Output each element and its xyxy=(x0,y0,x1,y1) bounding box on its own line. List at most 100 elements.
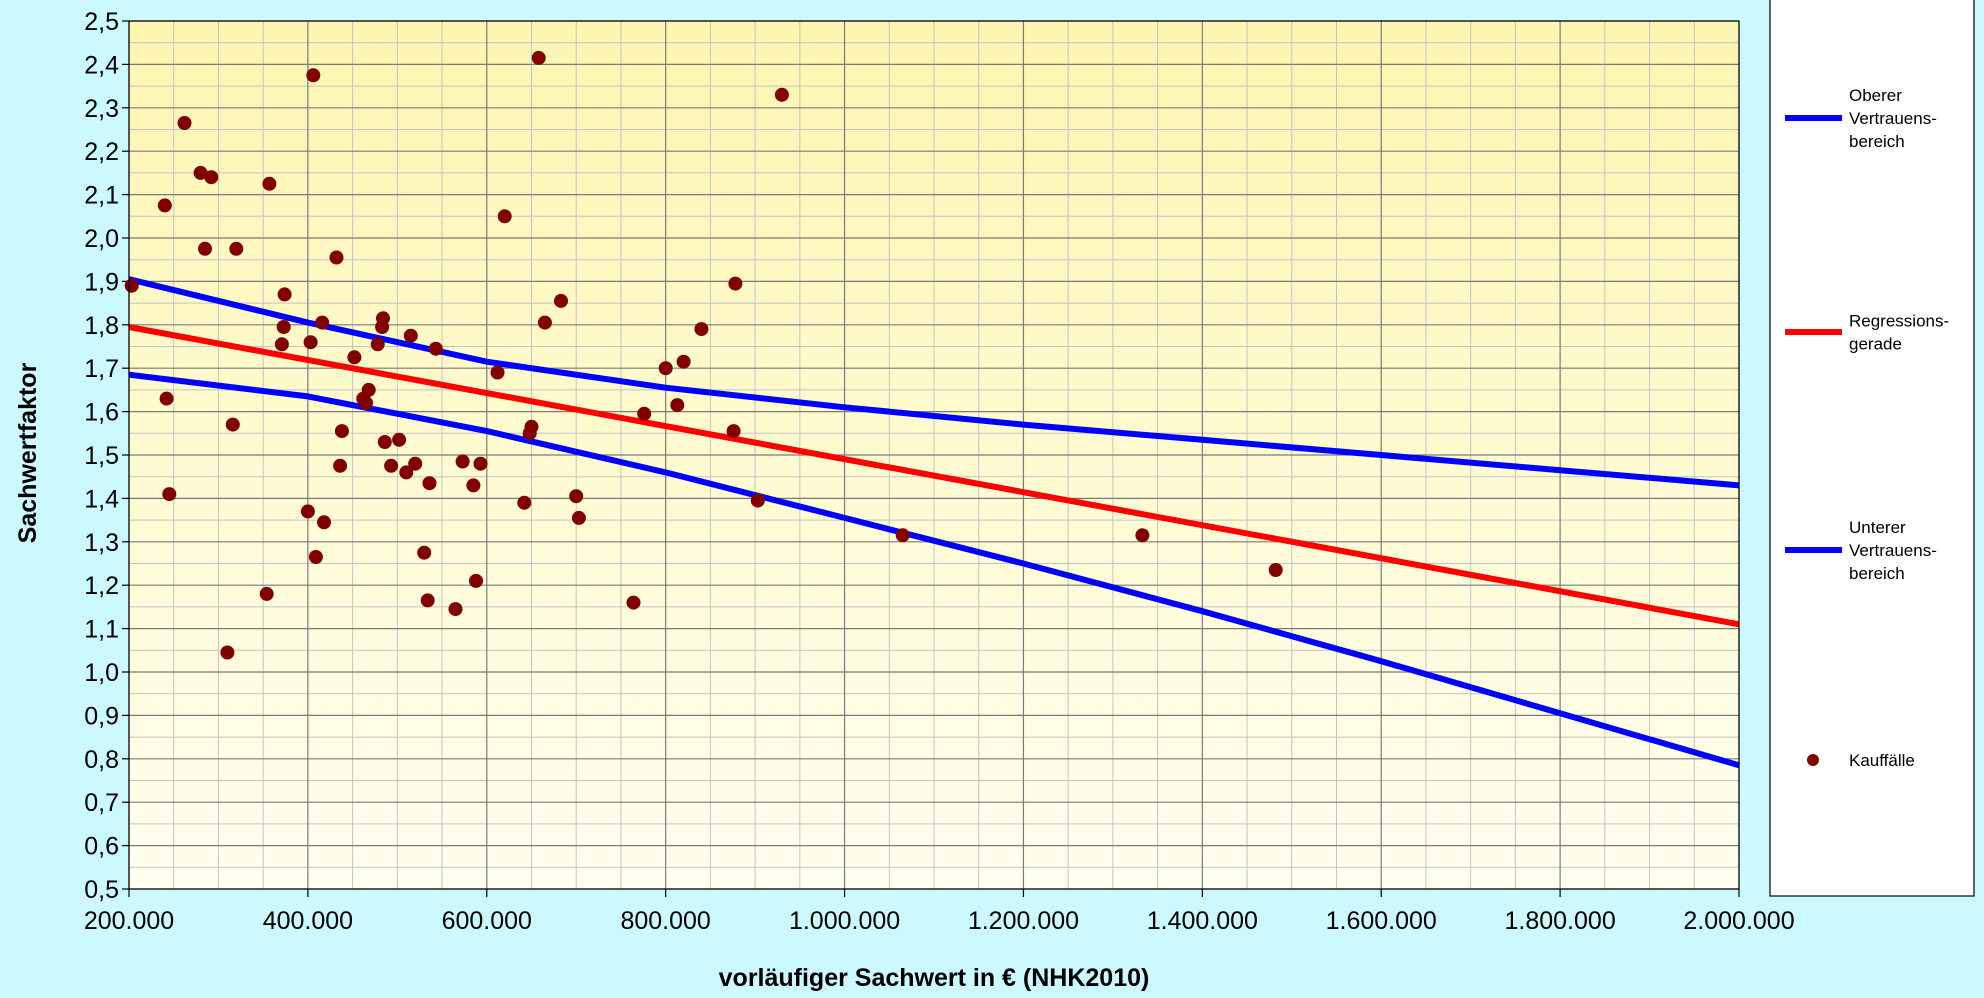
data-point xyxy=(554,293,568,308)
x-tick-label: 600.000 xyxy=(442,907,532,935)
data-point xyxy=(157,198,172,213)
y-tick-label: 0,7 xyxy=(84,789,119,817)
series-line-2 xyxy=(128,371,1740,769)
data-point xyxy=(571,510,586,525)
data-point xyxy=(399,465,414,480)
major-grid xyxy=(128,20,1740,890)
data-point xyxy=(384,458,399,473)
data-point xyxy=(473,456,488,471)
data-point xyxy=(162,487,177,502)
x-tick-label: 1.000.000 xyxy=(789,907,900,935)
y-tick-label: 1,9 xyxy=(84,268,119,296)
data-points xyxy=(124,50,1283,660)
y-tick-label: 1,3 xyxy=(84,529,119,557)
data-point xyxy=(422,476,437,491)
data-point xyxy=(420,593,435,608)
series-line-1 xyxy=(128,324,1740,628)
y-tick-label: 1,2 xyxy=(84,572,119,600)
data-point xyxy=(204,170,219,185)
y-axis-title: Sachwertfaktor xyxy=(14,362,42,543)
data-point xyxy=(317,515,331,530)
legend-label: bereich xyxy=(1849,564,1905,583)
data-point xyxy=(569,489,584,504)
y-tick-label: 2,5 xyxy=(84,8,119,36)
data-point xyxy=(159,391,174,406)
data-point xyxy=(670,398,685,413)
y-tick-label: 0,5 xyxy=(84,876,119,904)
data-point xyxy=(490,365,505,380)
series-lines xyxy=(128,276,1740,769)
data-point xyxy=(359,395,373,410)
y-tick-label: 1,7 xyxy=(84,355,119,383)
data-point xyxy=(676,354,691,369)
y-tick-label: 1,0 xyxy=(84,659,119,687)
data-point xyxy=(497,209,512,224)
y-axis-ticks: 0,5 0,6 0,7 0,8 0,9 1,0 1,1 1,2 1,3 1,4 1,5 1,6 1,7 1… xyxy=(84,8,129,904)
x-tick-label: 1.600.000 xyxy=(1326,907,1437,935)
data-point xyxy=(537,315,552,330)
data-point xyxy=(392,432,407,447)
y-tick-label: 1,8 xyxy=(84,312,119,340)
data-point xyxy=(658,361,673,376)
y-tick-label: 0,8 xyxy=(84,746,119,774)
data-point xyxy=(417,545,432,560)
x-axis-ticks: 200.000 400.000 600.000 800.000 1.000.000 1.2… xyxy=(84,889,1795,935)
x-axis-title: vorläufiger Sachwert in € (NHK2010) xyxy=(719,964,1150,992)
data-point xyxy=(377,435,392,449)
data-point xyxy=(376,311,390,326)
data-point xyxy=(469,573,483,588)
data-point xyxy=(220,645,235,660)
data-point xyxy=(694,322,709,337)
y-tick-label: 1,1 xyxy=(84,616,119,644)
data-point xyxy=(428,341,443,356)
data-point xyxy=(361,382,376,397)
data-point xyxy=(1268,563,1283,577)
data-point xyxy=(626,595,641,610)
legend-label: Oberer xyxy=(1849,86,1902,105)
legend: Oberer Vertrauens-bereich Regressions-gera… xyxy=(1785,86,1949,770)
data-point xyxy=(198,241,212,256)
data-point xyxy=(333,458,348,473)
y-tick-label: 2,3 xyxy=(84,95,119,123)
plot-frame xyxy=(128,20,1740,890)
y-tick-label: 2,4 xyxy=(84,51,119,79)
data-point xyxy=(124,278,139,293)
data-point xyxy=(895,528,910,543)
data-point xyxy=(177,116,192,130)
y-tick-label: 1,5 xyxy=(84,442,119,470)
data-point xyxy=(193,165,208,180)
data-point xyxy=(517,495,532,510)
data-point xyxy=(531,50,546,65)
data-point xyxy=(1135,528,1150,543)
y-tick-label: 0,6 xyxy=(84,833,119,861)
legend-label: Kauffälle xyxy=(1849,751,1915,770)
data-point xyxy=(334,424,349,439)
y-tick-label: 1,4 xyxy=(84,485,119,513)
data-point xyxy=(277,287,292,302)
legend-label: Unterer xyxy=(1849,518,1906,537)
data-point xyxy=(347,350,362,365)
legend-label: Regressions- xyxy=(1849,312,1949,331)
data-point xyxy=(303,335,318,350)
x-tick-label: 2.000.000 xyxy=(1683,907,1794,935)
data-point xyxy=(229,241,244,256)
data-point xyxy=(300,504,315,519)
data-point xyxy=(315,315,330,330)
data-point xyxy=(750,493,765,508)
data-point xyxy=(774,87,789,102)
data-point xyxy=(524,419,539,434)
y-tick-label: 2,1 xyxy=(84,182,119,210)
data-point xyxy=(728,276,743,291)
data-point xyxy=(308,550,323,564)
data-point xyxy=(637,406,652,421)
y-tick-label: 2,2 xyxy=(84,138,119,166)
data-point xyxy=(276,320,291,334)
legend-box xyxy=(1769,0,1975,897)
legend-label: bereich xyxy=(1849,132,1905,151)
x-tick-label: 400.000 xyxy=(263,907,353,935)
data-point xyxy=(448,602,463,617)
y-tick-label: 1,6 xyxy=(84,399,119,427)
data-point xyxy=(408,456,423,471)
